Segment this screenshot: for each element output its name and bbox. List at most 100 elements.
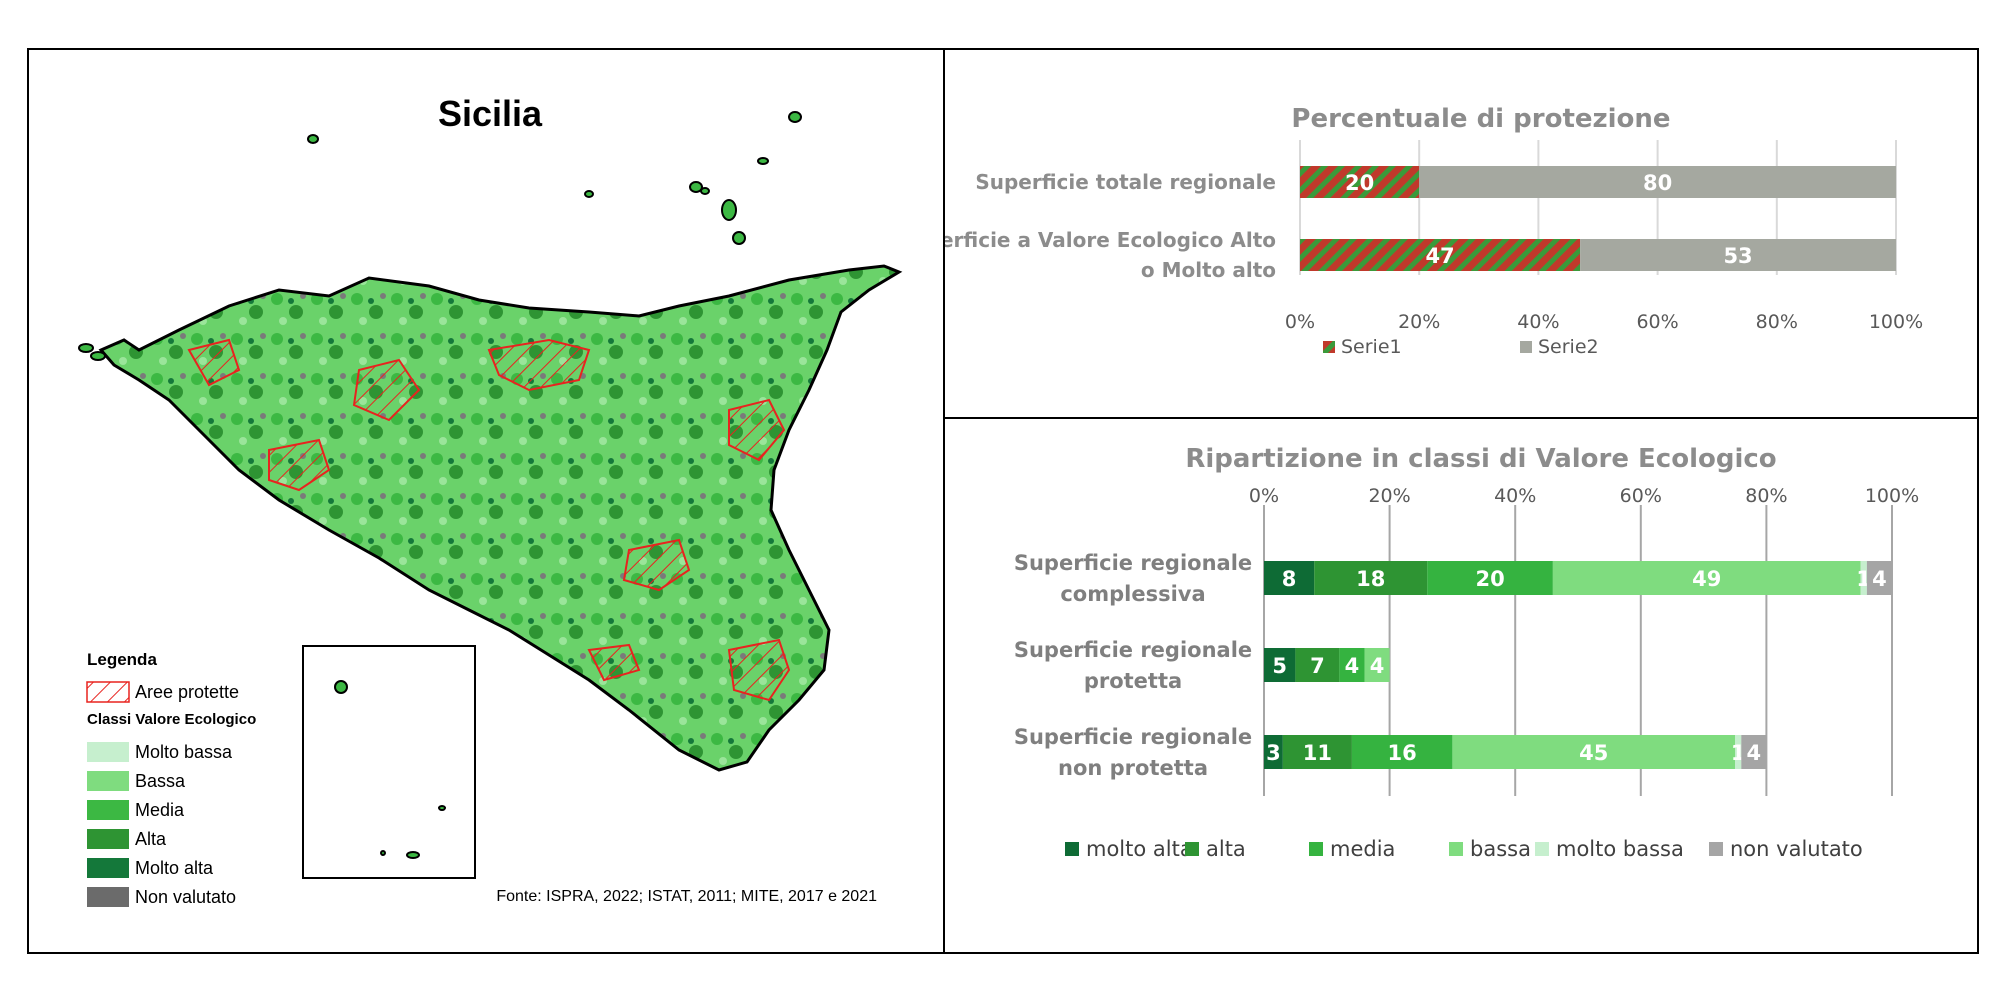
legend-swatch xyxy=(1520,341,1532,353)
legend-label: molto alta xyxy=(1086,837,1193,861)
x-tick-label: 80% xyxy=(1745,485,1787,507)
x-tick-label: 60% xyxy=(1636,311,1678,333)
legend-label-class: Media xyxy=(135,800,185,820)
data-label: 45 xyxy=(1579,741,1608,765)
data-label: 4 xyxy=(1872,567,1887,591)
bar-segment xyxy=(1860,561,1867,595)
data-label: 80 xyxy=(1643,171,1672,195)
legend-swatch-class xyxy=(87,829,129,849)
legend-label: bassa xyxy=(1470,837,1531,861)
x-tick-label: 20% xyxy=(1368,485,1410,507)
legend-swatch-class xyxy=(87,800,129,820)
legend-label: molto bassa xyxy=(1556,837,1684,861)
data-label: 49 xyxy=(1692,567,1721,591)
x-tick-label: 0% xyxy=(1285,311,1315,333)
bar-segment xyxy=(1364,648,1390,682)
legend-label-class: Molto bassa xyxy=(135,742,233,762)
legend-label: alta xyxy=(1206,837,1246,861)
data-label: 20 xyxy=(1345,171,1374,195)
legend-label-class: Molto alta xyxy=(135,858,214,878)
bar-segment xyxy=(1351,735,1453,769)
legend-swatch xyxy=(1185,842,1199,856)
bar-segment xyxy=(1282,735,1352,769)
legend-swatch-class xyxy=(87,858,129,878)
bar-segment xyxy=(1264,648,1296,682)
data-label: 16 xyxy=(1388,741,1417,765)
data-label: 20 xyxy=(1475,567,1504,591)
chart-title: Ripartizione in classi di Valore Ecologi… xyxy=(1185,444,1776,474)
data-label: 7 xyxy=(1310,654,1325,678)
bar-segment xyxy=(1264,561,1315,595)
bar-segment xyxy=(1300,166,1420,198)
data-label: 4 xyxy=(1370,654,1385,678)
bar-segment xyxy=(1300,239,1581,271)
data-label: 53 xyxy=(1723,244,1752,268)
x-tick-label: 100% xyxy=(1865,485,1919,507)
bar-segment xyxy=(1295,648,1340,682)
legend-swatch xyxy=(1323,341,1335,353)
data-label: 8 xyxy=(1282,567,1297,591)
map-source: Fonte: ISPRA, 2022; ISTAT, 2011; MITE, 2… xyxy=(496,888,877,905)
legend-label-class: Alta xyxy=(135,829,167,849)
category-label: Superficie regionale non protetta xyxy=(1014,725,1252,780)
legend-swatch-class xyxy=(87,771,129,791)
inset-box xyxy=(302,645,476,879)
x-tick-label: 0% xyxy=(1249,485,1279,507)
data-label: 47 xyxy=(1425,244,1454,268)
legend-swatch xyxy=(1309,842,1323,856)
x-tick-label: 100% xyxy=(1869,311,1923,333)
inset-islands xyxy=(334,680,446,859)
category-label: Superficie regionale protetta xyxy=(1014,638,1252,693)
legend-swatch xyxy=(1449,842,1463,856)
x-tick-label: 60% xyxy=(1620,485,1662,507)
category-label: Superficie totale regionale xyxy=(975,170,1276,194)
legend-label: Serie1 xyxy=(1341,336,1402,358)
legend-swatch-class xyxy=(87,742,129,762)
data-label: 4 xyxy=(1345,654,1360,678)
category-label: Superficie regionale complessiva xyxy=(1014,551,1252,606)
minor-islands xyxy=(78,111,802,361)
sicily-island xyxy=(98,264,903,772)
map-panel: Sicilia Legenda Aree protette Classi xyxy=(78,93,903,907)
x-tick-label: 40% xyxy=(1517,311,1559,333)
legend-label-class: Non valutato xyxy=(135,887,236,907)
bar-segment xyxy=(1735,735,1742,769)
legend-swatch xyxy=(1065,842,1079,856)
chart-protection-percentage: Percentuale di protezione 0% 20% 40% 60% 80% 1… xyxy=(945,104,1923,358)
bar-segment xyxy=(1452,735,1735,769)
legend-label-protected: Aree protette xyxy=(135,682,239,702)
legend-title: Legenda xyxy=(87,650,157,669)
legend-swatch xyxy=(1535,842,1549,856)
legend-classes-title: Classi Valore Ecologico xyxy=(87,711,256,728)
data-label: 5 xyxy=(1272,654,1287,678)
legend-swatch-class xyxy=(87,887,129,907)
legend-label: non valutato xyxy=(1730,837,1863,861)
bar-segment xyxy=(1552,561,1861,595)
data-label: 18 xyxy=(1356,567,1385,591)
x-tick-label: 40% xyxy=(1494,485,1536,507)
protected-areas xyxy=(187,338,791,702)
legend-swatch-protected xyxy=(86,681,130,703)
x-tick-label: 20% xyxy=(1398,311,1440,333)
data-label: 11 xyxy=(1303,741,1332,765)
chart-ecological-value-classes: Ripartizione in classi di Valore Ecologi… xyxy=(1014,444,1919,861)
bar-segment xyxy=(1339,648,1365,682)
chart-title: Percentuale di protezione xyxy=(1291,104,1670,134)
figure-frame xyxy=(27,48,1979,954)
bar-segment xyxy=(1314,561,1428,595)
legend-swatch xyxy=(1709,842,1723,856)
bar-segment xyxy=(1427,561,1553,595)
bar-segment xyxy=(1741,735,1767,769)
vertical-divider xyxy=(943,48,945,954)
bar-segment xyxy=(1264,735,1283,769)
x-tick-label: 80% xyxy=(1756,311,1798,333)
legend-label: Serie2 xyxy=(1538,336,1599,358)
bar-segment xyxy=(1866,561,1892,595)
bar-segment xyxy=(1419,166,1896,198)
bar-segment xyxy=(1580,239,1896,271)
legend-label: media xyxy=(1330,837,1395,861)
data-label: 3 xyxy=(1266,741,1281,765)
legend-label-class: Bassa xyxy=(135,771,186,791)
horizontal-divider xyxy=(945,417,1979,419)
